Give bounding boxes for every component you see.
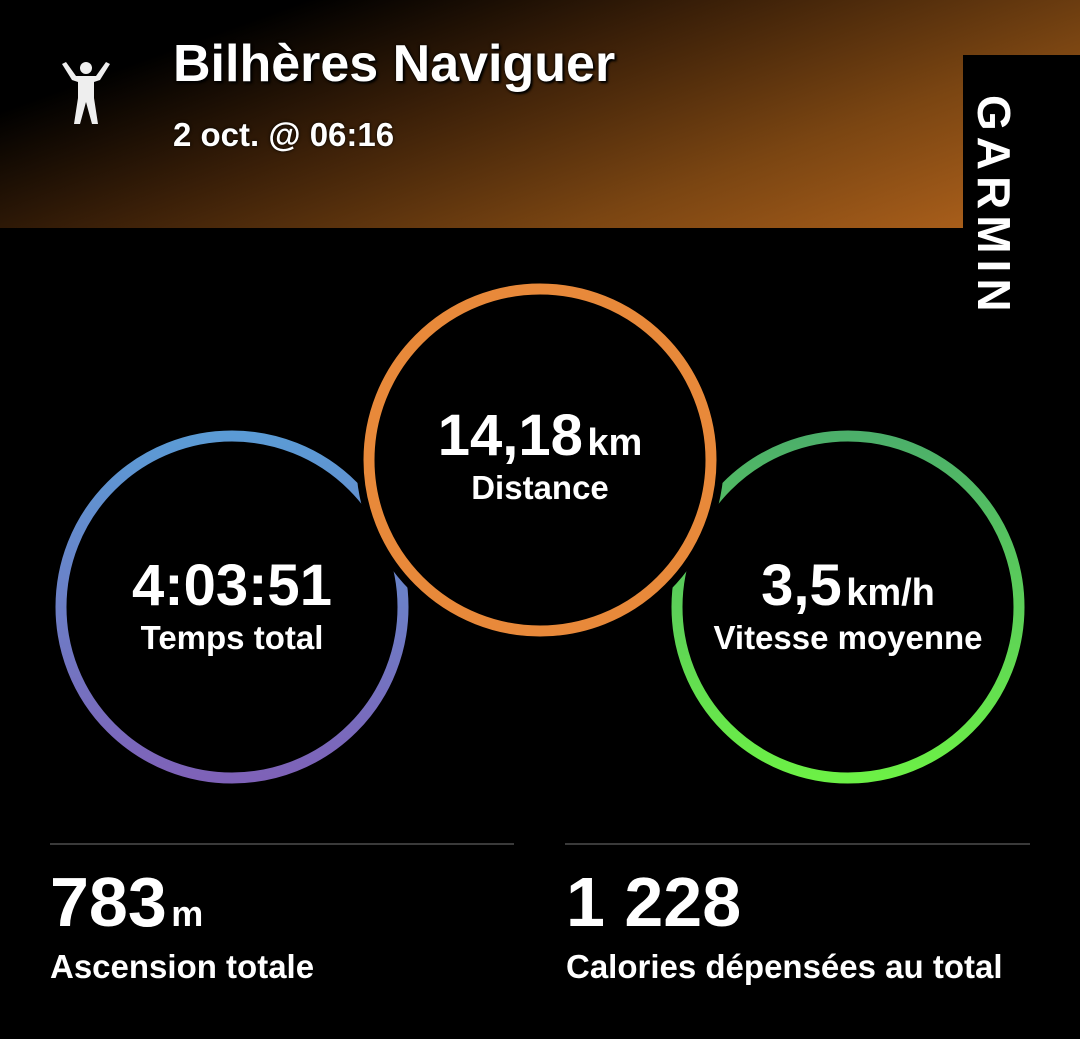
speed-metric: 3,5 km/h Vitesse moyenne [713, 553, 983, 656]
ascent-stat: 783 m Ascension totale [50, 863, 315, 985]
time-metric: 4:03:51 Temps total [132, 553, 332, 656]
activity-date: 2 oct. @ 06:16 [173, 116, 395, 153]
divider [565, 843, 1030, 845]
speed-ring [671, 430, 1025, 784]
header-banner [0, 0, 1080, 228]
calories-stat: 1 228 Calories dépensées au total [566, 863, 1003, 985]
time-ring [55, 430, 409, 784]
garmin-logo: GARMIN [963, 55, 1080, 375]
hiking-person-icon [58, 58, 114, 133]
distance-ring [363, 283, 717, 637]
divider [50, 843, 514, 845]
activity-title: Bilhères Naviguer [173, 35, 616, 93]
distance-metric: 14,18 km Distance [437, 403, 643, 506]
